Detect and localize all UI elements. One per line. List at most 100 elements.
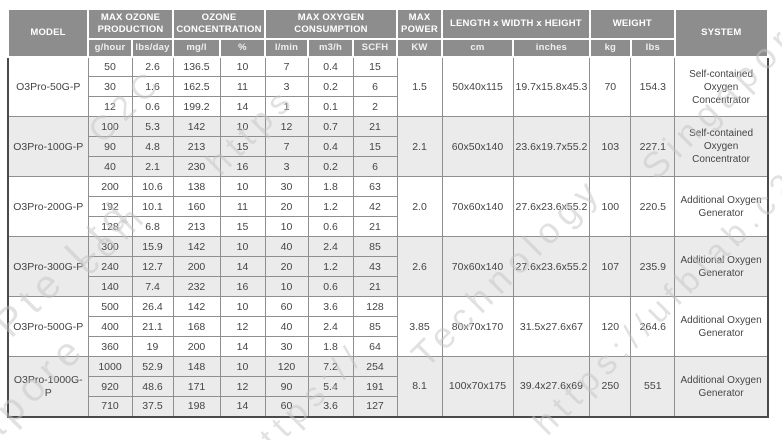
data-cell: 7.2 — [307, 356, 354, 378]
col-subheader-lbs: lbs — [629, 38, 676, 58]
data-cell: 85 — [352, 236, 398, 258]
data-cell: 15.9 — [131, 236, 174, 258]
data-cell: 6 — [352, 156, 398, 178]
data-cell: 1 — [264, 96, 309, 118]
data-cell: 5.4 — [307, 376, 354, 398]
data-cell: 16 — [219, 156, 266, 178]
data-cell: 230 — [172, 156, 221, 178]
data-cell: 0.2 — [307, 76, 354, 98]
system-cell: Additional Oxygen Generator — [674, 296, 769, 358]
col-subheader-: % — [219, 38, 266, 58]
data-cell: 1.6 — [131, 76, 174, 98]
data-cell: 1.2 — [307, 256, 354, 278]
model-cell: O3Pro-1000G-P — [7, 356, 89, 418]
data-cell: 40 — [264, 236, 309, 258]
data-cell: 142 — [172, 236, 221, 258]
weight-kg-cell: 250 — [589, 356, 632, 418]
data-cell: 50 — [87, 56, 133, 78]
system-cell: Additional Oxygen Generator — [674, 176, 769, 238]
data-cell: 90 — [87, 136, 133, 158]
col-subheader-g-hour: g/hour — [87, 38, 133, 58]
size-cm-cell: 50x40x115 — [441, 56, 514, 118]
col-header-max-power: MAX POWER — [396, 8, 443, 40]
col-subheader-inches: inches — [512, 38, 591, 58]
data-cell: 140 — [87, 276, 133, 298]
max-power-cell: 2.6 — [396, 236, 443, 298]
data-cell: 120 — [264, 356, 309, 378]
data-cell: 40 — [264, 316, 309, 338]
data-cell: 10 — [219, 296, 266, 318]
data-cell: 162.5 — [172, 76, 221, 98]
data-cell: 920 — [87, 376, 133, 398]
size-cm-cell: 70x60x140 — [441, 176, 514, 238]
data-cell: 0.7 — [307, 116, 354, 138]
data-cell: 30 — [264, 176, 309, 198]
data-cell: 138 — [172, 176, 221, 198]
data-cell: 7 — [264, 136, 309, 158]
data-cell: 2.4 — [307, 316, 354, 338]
data-cell: 10 — [219, 116, 266, 138]
col-header-max-ozone-production: MAX OZONE PRODUCTION — [87, 8, 174, 40]
col-subheader-mg-l: mg/l — [172, 38, 221, 58]
col-subheader-scfh: SCFH — [352, 38, 398, 58]
table-row: O3Pro-100G-P 100 5.3 142 10 12 0.7 21 2.1 60x50x1… — [7, 116, 769, 178]
data-cell: 12 — [87, 96, 133, 118]
system-cell: Additional Oxygen Generator — [674, 356, 769, 418]
col-header-weight: WEIGHT — [588, 8, 676, 40]
table-row: 140 7.4 232 16 10 0.6 21 — [8, 276, 768, 298]
model-cell: O3Pro-300G-P — [7, 236, 89, 298]
data-cell: 43 — [352, 256, 398, 278]
data-cell: 10 — [219, 236, 266, 258]
data-cell: 171 — [172, 376, 221, 398]
table-row: O3Pro-1000G-P 1000 52.9 148 10 120 7.2 254 8.1 10… — [7, 356, 769, 418]
data-cell: 254 — [352, 356, 398, 378]
data-cell: 21 — [352, 216, 398, 238]
data-cell: 710 — [87, 396, 133, 418]
max-power-cell: 8.1 — [396, 356, 443, 418]
data-cell: 30 — [87, 76, 133, 98]
data-cell: 100 — [87, 116, 133, 138]
weight-kg-cell: 107 — [589, 236, 632, 298]
model-cell: O3Pro-500G-P — [7, 296, 89, 358]
data-cell: 142 — [172, 296, 221, 318]
data-cell: 400 — [87, 316, 133, 338]
data-cell: 213 — [172, 136, 221, 158]
data-cell: 3.6 — [307, 296, 354, 318]
col-subheader-l-min: l/min — [264, 38, 309, 58]
data-cell: 127 — [352, 396, 398, 418]
data-cell: 40 — [87, 156, 133, 178]
data-cell: 300 — [87, 236, 133, 258]
size-inches-cell: 23.6x19.7x55.2 — [512, 116, 591, 178]
table-row: O3Pro-500G-P 500 26.4 142 10 60 3.6 128 3.85 80x7… — [7, 296, 769, 358]
weight-lbs-cell: 220.5 — [630, 176, 676, 238]
table-row: 240 12.7 200 14 20 1.2 43 — [8, 256, 768, 278]
data-cell: 200 — [87, 176, 133, 198]
data-cell: 42 — [352, 196, 398, 218]
data-cell: 0.6 — [131, 96, 174, 118]
data-cell: 0.2 — [307, 156, 354, 178]
data-cell: 14 — [219, 96, 266, 118]
data-cell: 52.9 — [131, 356, 174, 378]
col-header-length-x-width-x-height: LENGTH x WIDTH x HEIGHT — [441, 8, 591, 40]
data-cell: 168 — [172, 316, 221, 338]
weight-kg-cell: 100 — [589, 176, 632, 238]
size-inches-cell: 27.6x23.6x55.2 — [512, 176, 591, 238]
data-cell: 64 — [352, 336, 398, 358]
size-cm-cell: 80x70x170 — [441, 296, 514, 358]
col-header-system: SYSTEM — [673, 8, 769, 58]
weight-kg-cell: 103 — [589, 116, 632, 178]
data-cell: 213 — [172, 216, 221, 238]
data-cell: 3 — [264, 76, 309, 98]
table-row: O3Pro-50G-P 50 2.6 136.5 10 7 0.4 15 1.5 50x40x11… — [7, 56, 769, 118]
max-power-cell: 2.0 — [396, 176, 443, 238]
data-cell: 148 — [172, 356, 221, 378]
col-subheader-cm: cm — [441, 38, 514, 58]
data-cell: 15 — [219, 216, 266, 238]
data-cell: 10 — [219, 56, 266, 78]
table-row: 360 19 200 14 30 1.8 64 — [8, 336, 768, 358]
data-cell: 200 — [172, 256, 221, 278]
data-cell: 2.4 — [307, 236, 354, 258]
data-cell: 12 — [219, 376, 266, 398]
col-subheader-kg: kg — [588, 38, 632, 58]
data-cell: 63 — [352, 176, 398, 198]
